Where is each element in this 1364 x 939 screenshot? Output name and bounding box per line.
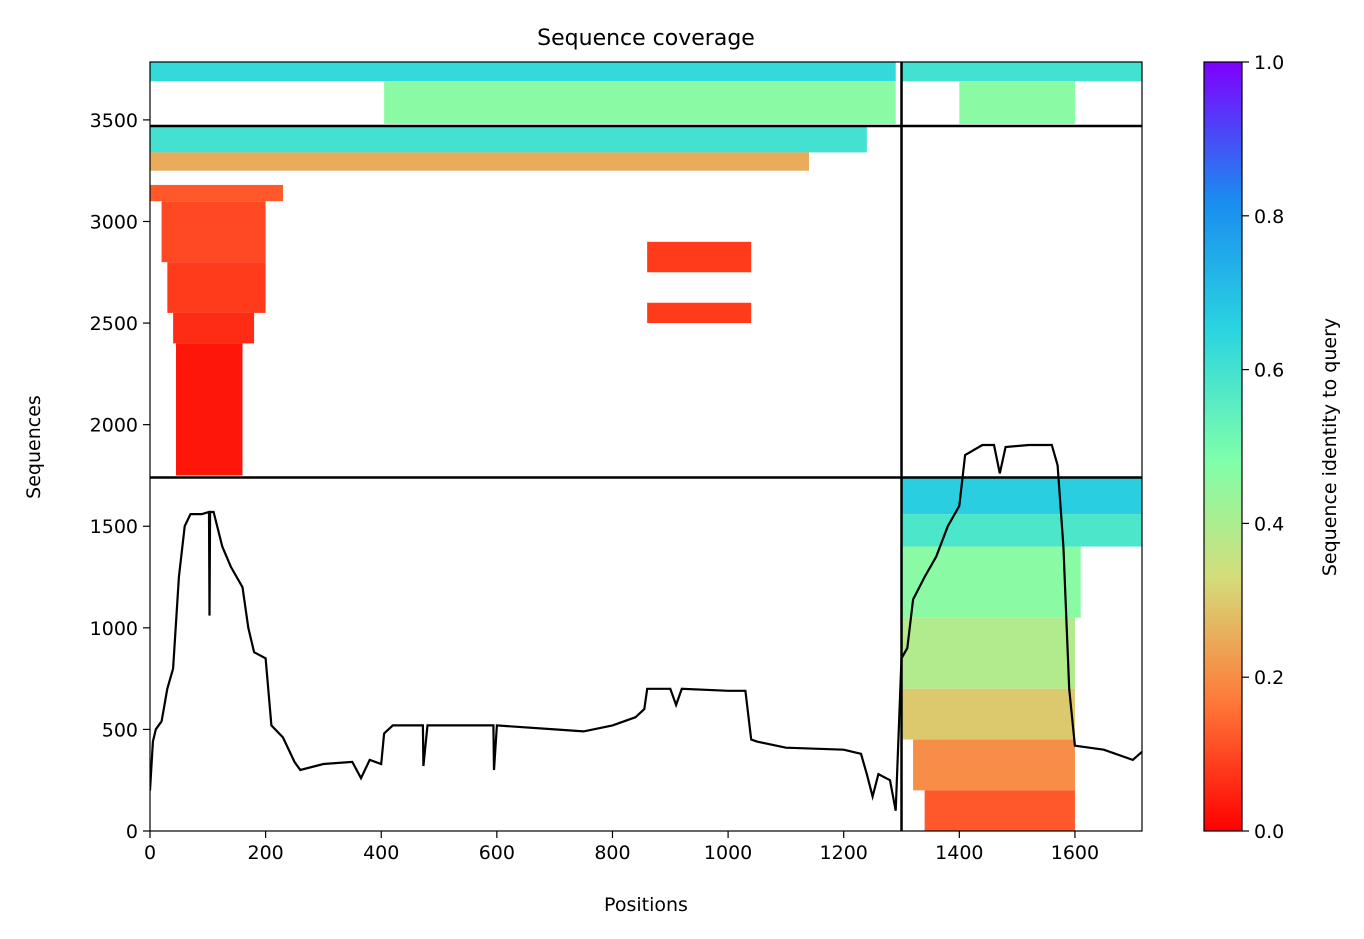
coverage-block-16 bbox=[901, 617, 1075, 689]
coverage-block-6 bbox=[150, 184, 283, 202]
y-tick-label: 0 bbox=[126, 821, 138, 843]
colorbar-tick-label: 1.0 bbox=[1254, 52, 1284, 74]
coverage-blocks bbox=[150, 62, 1142, 831]
y-tick-label: 3500 bbox=[90, 110, 138, 132]
plot-frame bbox=[149, 61, 1143, 832]
colorbar-gradient bbox=[1203, 61, 1243, 832]
y-axis-label: Sequences bbox=[23, 395, 45, 499]
x-axis-ticks: 0 200 400 600 800 1000 1200 1400 1600 bbox=[144, 831, 1099, 864]
y-tick-label: 1000 bbox=[90, 618, 138, 640]
coverage-block-4 bbox=[150, 125, 867, 153]
coverage-block-3 bbox=[959, 81, 1075, 124]
coverage-block-1 bbox=[384, 81, 896, 124]
colorbar: 0.0 0.2 0.4 0.6 0.8 1.0 Sequence identity to … bbox=[1203, 52, 1341, 843]
y-axis-ticks: 0 500 1000 1500 2000 2500 3000 3500 bbox=[90, 110, 150, 843]
y-tick-label: 2000 bbox=[90, 415, 138, 437]
coverage-block-0 bbox=[150, 62, 896, 82]
coverage-block-8 bbox=[167, 262, 266, 313]
colorbar-tick-label: 0.2 bbox=[1254, 667, 1284, 689]
plot-area bbox=[150, 62, 1142, 831]
y-tick-label: 3000 bbox=[90, 211, 138, 233]
coverage-block-7 bbox=[161, 201, 266, 263]
x-tick-label: 1000 bbox=[704, 842, 752, 864]
colorbar-tick-label: 0.6 bbox=[1254, 360, 1284, 382]
coverage-block-9 bbox=[173, 312, 255, 344]
x-tick-label: 1600 bbox=[1051, 842, 1099, 864]
colorbar-tick-label: 0.8 bbox=[1254, 206, 1284, 228]
coverage-block-2 bbox=[901, 62, 1142, 82]
x-tick-label: 1200 bbox=[820, 842, 868, 864]
coverage-block-17 bbox=[901, 688, 1075, 740]
y-tick-label: 500 bbox=[102, 719, 138, 741]
x-tick-label: 0 bbox=[144, 842, 156, 864]
coverage-block-19 bbox=[924, 790, 1075, 831]
coverage-block-14 bbox=[901, 514, 1142, 547]
x-tick-label: 1400 bbox=[935, 842, 983, 864]
colorbar-ticks: 0.0 0.2 0.4 0.6 0.8 1.0 bbox=[1242, 52, 1284, 843]
colorbar-label: Sequence identity to query bbox=[1319, 318, 1341, 576]
coverage-block-18 bbox=[913, 739, 1075, 791]
colorbar-tick-label: 0.0 bbox=[1254, 821, 1284, 843]
coverage-block-11 bbox=[647, 241, 752, 273]
x-axis-label: Positions bbox=[604, 894, 688, 916]
coverage-block-15 bbox=[901, 546, 1081, 618]
x-tick-label: 400 bbox=[363, 842, 399, 864]
coverage-block-5 bbox=[150, 152, 810, 171]
chart-title: Sequence coverage bbox=[537, 26, 755, 51]
colorbar-tick-label: 0.4 bbox=[1254, 513, 1284, 535]
x-tick-label: 200 bbox=[247, 842, 283, 864]
x-tick-label: 800 bbox=[594, 842, 630, 864]
domain-dividers bbox=[150, 62, 1142, 831]
coverage-block-13 bbox=[901, 477, 1142, 515]
x-tick-label: 600 bbox=[479, 842, 515, 864]
coverage-block-12 bbox=[647, 302, 752, 324]
y-tick-label: 1500 bbox=[90, 516, 138, 538]
y-tick-label: 2500 bbox=[90, 313, 138, 335]
coverage-line bbox=[150, 443, 1142, 811]
coverage-block-10 bbox=[176, 343, 243, 476]
